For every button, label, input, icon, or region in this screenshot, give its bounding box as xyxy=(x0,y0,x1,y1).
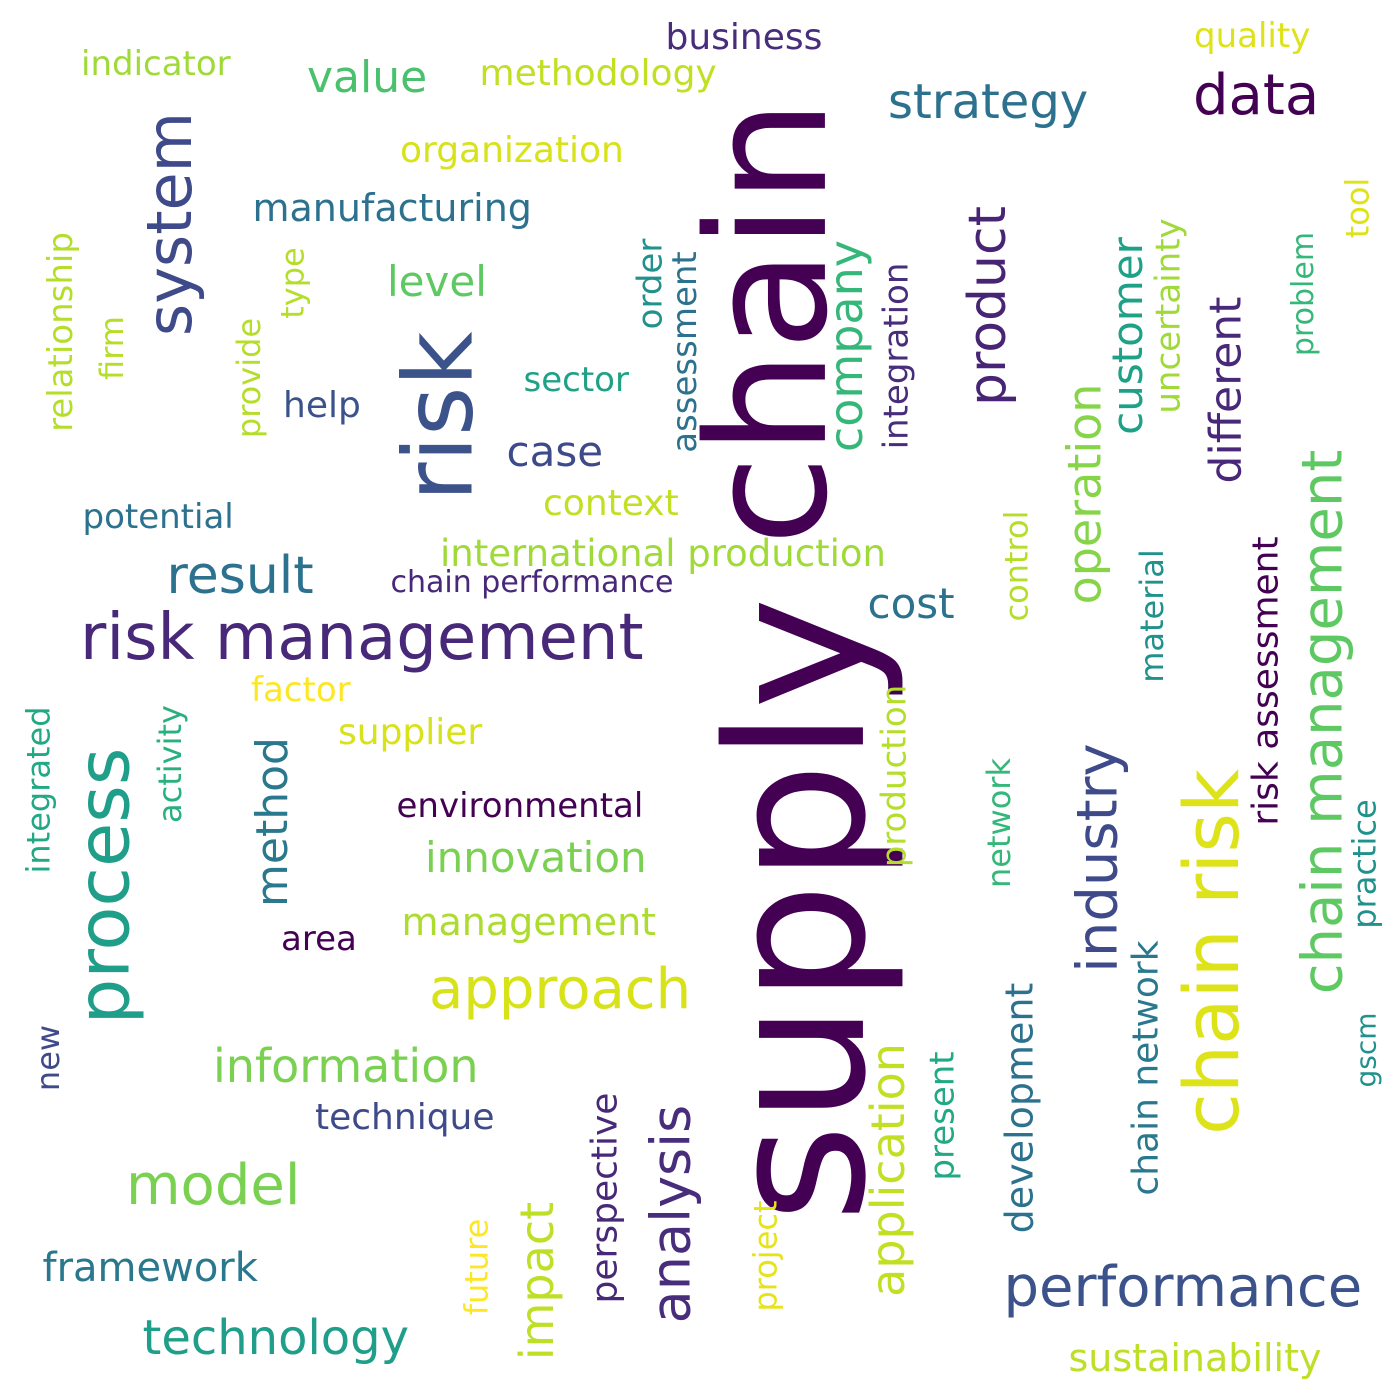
word-sustainability: sustainability xyxy=(1068,1336,1322,1380)
word-company: company xyxy=(819,239,874,453)
word-system: system xyxy=(133,111,207,337)
word-performance: performance xyxy=(1003,1255,1363,1320)
word-control: control xyxy=(996,510,1035,622)
word-cost: cost xyxy=(867,579,955,628)
word-present: present xyxy=(922,1051,963,1181)
word-methodology: methodology xyxy=(479,53,717,94)
word-customer: customer xyxy=(1102,237,1152,435)
word-perspective: perspective xyxy=(583,1092,625,1304)
word-chain-risk: chain risk xyxy=(1166,769,1256,1135)
word-chain-network: chain network xyxy=(1125,940,1167,1196)
word-new: new xyxy=(29,1024,68,1092)
word-environmental: environmental xyxy=(396,786,644,826)
word-future: future xyxy=(456,1218,495,1316)
word-product: product xyxy=(958,205,1019,407)
word-approach: approach xyxy=(429,957,692,1022)
word-impact: impact xyxy=(510,1201,565,1361)
word-chain-performance: chain performance xyxy=(390,565,674,600)
word-process: process xyxy=(60,747,145,1025)
word-tool: tool xyxy=(1337,177,1376,239)
word-business: business xyxy=(665,17,823,58)
word-level: level xyxy=(387,257,487,306)
word-application: application xyxy=(860,1043,915,1297)
word-international-production: international production xyxy=(440,531,886,575)
word-innovation: innovation xyxy=(425,833,647,882)
word-relationship: relationship xyxy=(40,232,81,432)
word-area: area xyxy=(281,919,357,959)
word-activity: activity xyxy=(150,705,189,823)
word-indicator: indicator xyxy=(81,44,231,84)
word-operation: operation xyxy=(1056,383,1111,605)
word-method: method xyxy=(246,737,298,907)
word-model: model xyxy=(126,1153,301,1218)
word-gscm: gscm xyxy=(1349,1012,1383,1088)
word-order: order xyxy=(629,238,670,330)
word-problem: problem xyxy=(1286,231,1322,357)
word-manufacturing: manufacturing xyxy=(252,186,532,230)
word-value: value xyxy=(307,52,428,103)
word-provide: provide xyxy=(230,317,269,439)
word-organization: organization xyxy=(400,130,624,171)
word-project: project xyxy=(746,1200,785,1312)
word-case: case xyxy=(506,427,604,476)
word-quality: quality xyxy=(1194,16,1311,56)
word-assessment: assessment xyxy=(664,251,705,453)
word-technique: technique xyxy=(315,1097,495,1138)
word-industry: industry xyxy=(1065,743,1131,973)
word-type: type xyxy=(273,247,312,319)
word-supplier: supplier xyxy=(338,712,483,753)
word-development: development xyxy=(996,982,1041,1234)
word-risk-assessment: risk assessment xyxy=(1245,536,1287,826)
word-factor: factor xyxy=(251,670,351,710)
word-analysis: analysis xyxy=(638,1104,702,1324)
word-different: different xyxy=(1199,296,1251,484)
word-firm: firm xyxy=(92,316,131,380)
word-network: network xyxy=(979,758,1018,888)
word-risk-management: risk management xyxy=(80,601,644,675)
word-practice: practice xyxy=(1345,799,1384,929)
word-chain-management: chain management xyxy=(1289,449,1355,995)
word-uncertainty: uncertainty xyxy=(1148,218,1189,414)
word-result: result xyxy=(166,546,314,606)
word-potential: potential xyxy=(82,497,234,537)
word-context: context xyxy=(543,483,679,524)
word-strategy: strategy xyxy=(888,74,1089,130)
word-sector: sector xyxy=(523,360,629,400)
word-information: information xyxy=(213,1039,479,1093)
word-risk: risk xyxy=(384,331,495,501)
word-integrated: integrated xyxy=(19,706,58,874)
word-data: data xyxy=(1193,63,1320,128)
word-integration: integration xyxy=(875,262,916,450)
word-help: help xyxy=(283,385,361,426)
word-technology: technology xyxy=(142,1310,410,1366)
word-management: management xyxy=(401,900,657,944)
word-production: production xyxy=(873,684,914,868)
word-framework: framework xyxy=(42,1245,258,1291)
word-material: material xyxy=(1132,549,1171,683)
